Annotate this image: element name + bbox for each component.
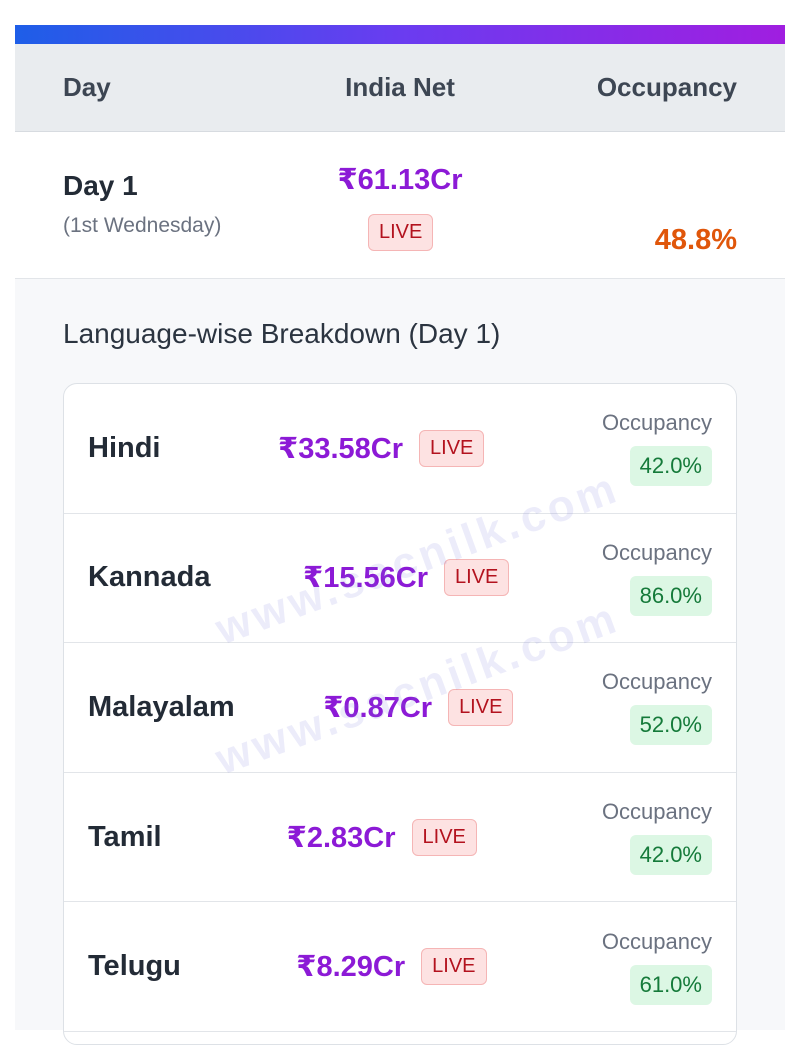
column-header: Day [63,72,111,102]
occupancy-group: Occupancy 61.0% [602,929,712,1005]
occupancy-label: Occupancy [601,928,712,954]
occupancy-group: Occupancy 42.0% [601,799,712,876]
live-badge: LIVE [419,429,485,467]
live-badge: LIVE [444,559,510,597]
occupancy-group: Occupancy 52.0% [601,669,712,746]
language-name: Tamil [88,820,162,853]
occupancy-value: 61.0% [629,964,712,1005]
language-name: Kannada [88,561,211,594]
live-badge: LIVE [421,948,487,986]
net-group: ₹15.56Cr LIVE [303,559,510,597]
india-net: ₹61.13Cr [337,164,463,196]
net-amount: ₹33.58Cr [278,432,404,465]
day-name: (1st Wednesday) [63,214,222,237]
language-row: Telugu ₹8.29Cr LIVE Occupancy 61.0% [64,902,736,1032]
occupancy-value: 42.0% [629,446,712,487]
language-row: Tamil ₹2.83Cr LIVE Occupancy 42.0% [64,773,736,903]
net-amount: ₹0.87Cr [323,691,433,724]
net-amount: ₹8.29Cr [296,951,406,984]
day-row: Day 1 (1st Wednesday) ₹61.13Cr LIVE 48.8… [15,132,785,279]
accent-bar [15,25,785,44]
live-badge: LIVE [448,688,514,726]
language-name: Malayalam [88,690,235,723]
language-card: Hindi ₹33.58Cr LIVE Occupancy 42.0% Kannada ₹1… [63,383,737,1045]
live-badge: LIVE [411,818,477,856]
occupancy-label: Occupancy [601,539,712,565]
live-badge: LIVE [368,214,434,251]
occupancy-value: 42.0% [629,835,712,876]
occupancy-label: Occupancy [601,669,712,695]
column-header: Occupancy [596,72,737,102]
box-office-table: Day India Net Occupancy Day 1 (1st Wedne… [15,44,785,1045]
occupancy-value: 86.0% [629,575,712,616]
occupancy: 48.8% [654,224,737,256]
net-group: ₹8.29Cr LIVE [296,948,487,986]
net-group: ₹0.87Cr LIVE [323,688,514,726]
net-amount: ₹15.56Cr [303,562,429,595]
language-row: Hindi ₹33.58Cr LIVE Occupancy 42.0% [64,384,736,514]
net-amount: ₹2.83Cr [286,821,396,854]
language-name: Telugu [88,950,181,983]
occupancy-group: Occupancy 42.0% [601,410,712,487]
net-group: ₹33.58Cr LIVE [278,429,485,467]
day-label: Day 1 [63,170,138,201]
occupancy-label: Occupancy [601,799,712,825]
language-name: Hindi [88,431,161,464]
occupancy-label: Occupancy [601,410,712,436]
net-group: ₹2.83Cr LIVE [286,818,477,856]
table-header: Day India Net Occupancy [15,44,785,132]
language-row: Malayalam ₹0.87Cr LIVE Occupancy 52.0% [64,643,736,773]
breakdown-title: Language-wise Breakdown (Day 1) [63,318,501,349]
language-row: Kannada ₹15.56Cr LIVE Occupancy 86.0% [64,514,736,644]
occupancy-group: Occupancy 86.0% [602,540,712,616]
occupancy-value: 52.0% [629,705,712,746]
column-header: India Net [345,72,455,102]
